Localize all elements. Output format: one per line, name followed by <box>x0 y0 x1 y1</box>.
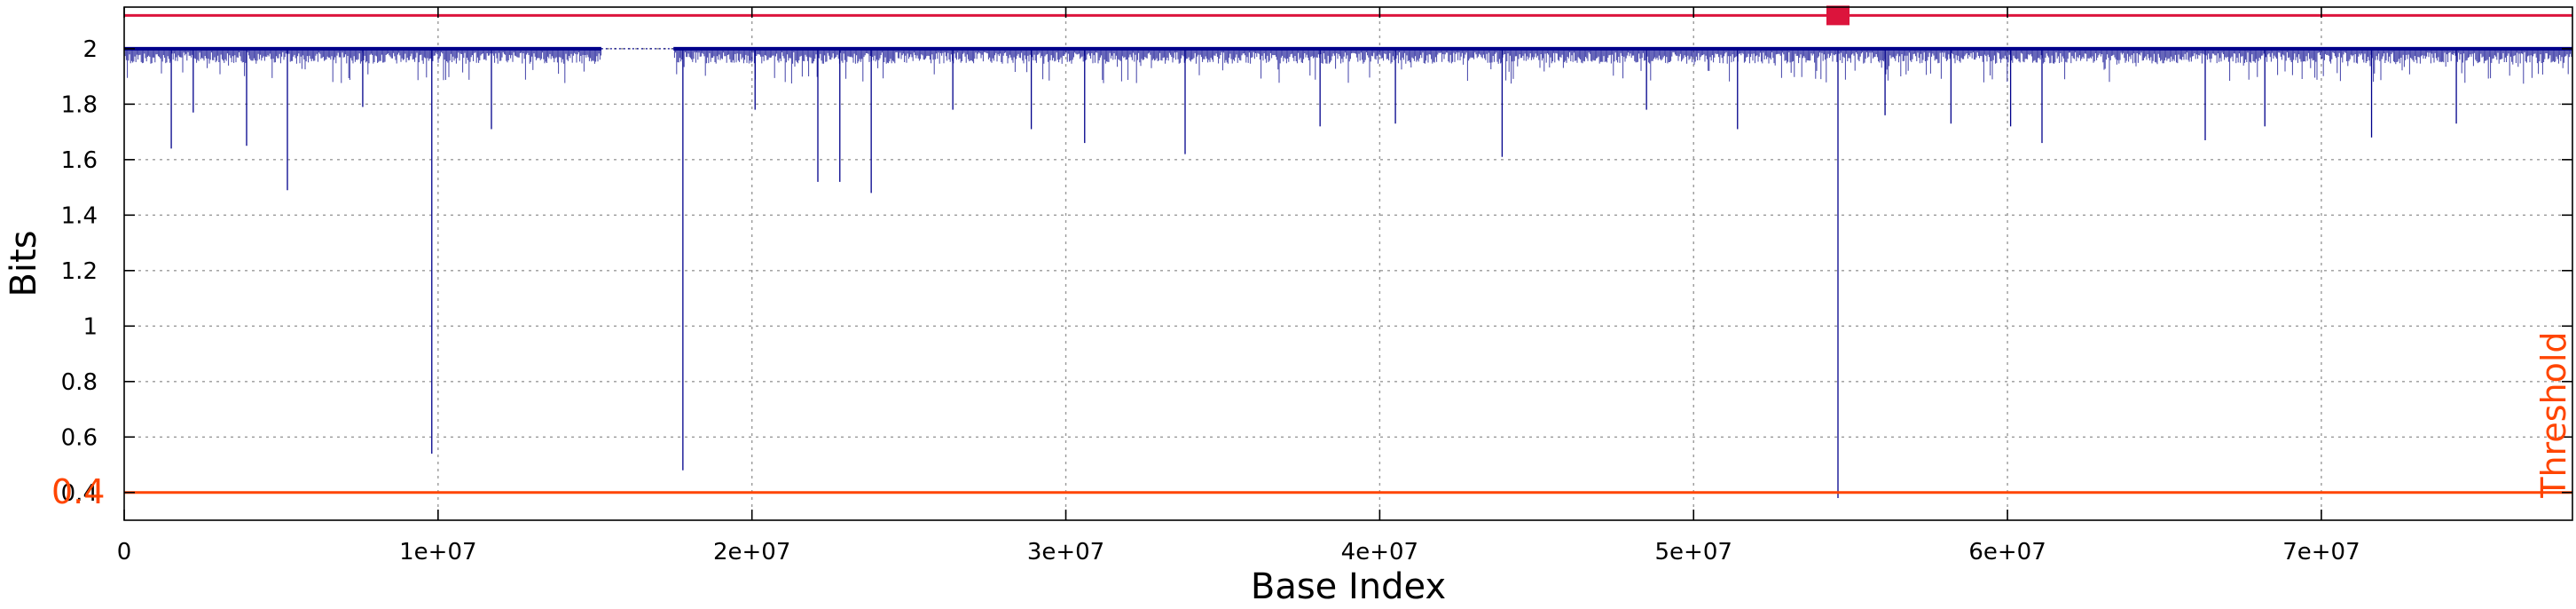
y-tick-label: 1.8 <box>61 91 98 118</box>
threshold-name-label: Threshold <box>2534 331 2573 498</box>
x-tick-label: 1e+07 <box>399 539 476 566</box>
y-tick-label: 1.4 <box>61 202 98 229</box>
y-axis-label: Bits <box>4 230 44 297</box>
y-tick-label: 0.4 <box>61 480 98 507</box>
grid-lines <box>124 7 2572 520</box>
y-tick-label: 0.6 <box>61 424 98 451</box>
x-tick-label: 3e+07 <box>1027 539 1104 566</box>
reference-lines <box>124 5 2572 494</box>
y-tick-label: 0.8 <box>61 369 98 396</box>
upper-line-marker <box>1826 5 1850 26</box>
x-tick-label: 4e+07 <box>1341 539 1418 566</box>
bits-series <box>123 46 2573 499</box>
plot-frame <box>123 6 2573 521</box>
x-tick-label: 7e+07 <box>2282 539 2360 566</box>
y-tick-label: 1.2 <box>61 258 98 285</box>
x-axis-label: Base Index <box>1251 566 1446 607</box>
x-tick-label: 0 <box>117 539 132 566</box>
y-tick-label: 1 <box>82 313 98 340</box>
x-tick-label: 5e+07 <box>1655 539 1732 566</box>
axis-ticks: 0 1e+07 2e+07 3e+07 4e+07 5e+07 6e+07 7e+07 0.4 0… <box>61 7 2572 566</box>
x-tick-label: 6e+07 <box>1968 539 2046 566</box>
y-tick-label: 1.6 <box>61 147 98 174</box>
threshold-value-label: 0.4 <box>51 472 105 511</box>
x-tick-label: 2e+07 <box>713 539 790 566</box>
y-tick-label: 2 <box>82 36 98 63</box>
